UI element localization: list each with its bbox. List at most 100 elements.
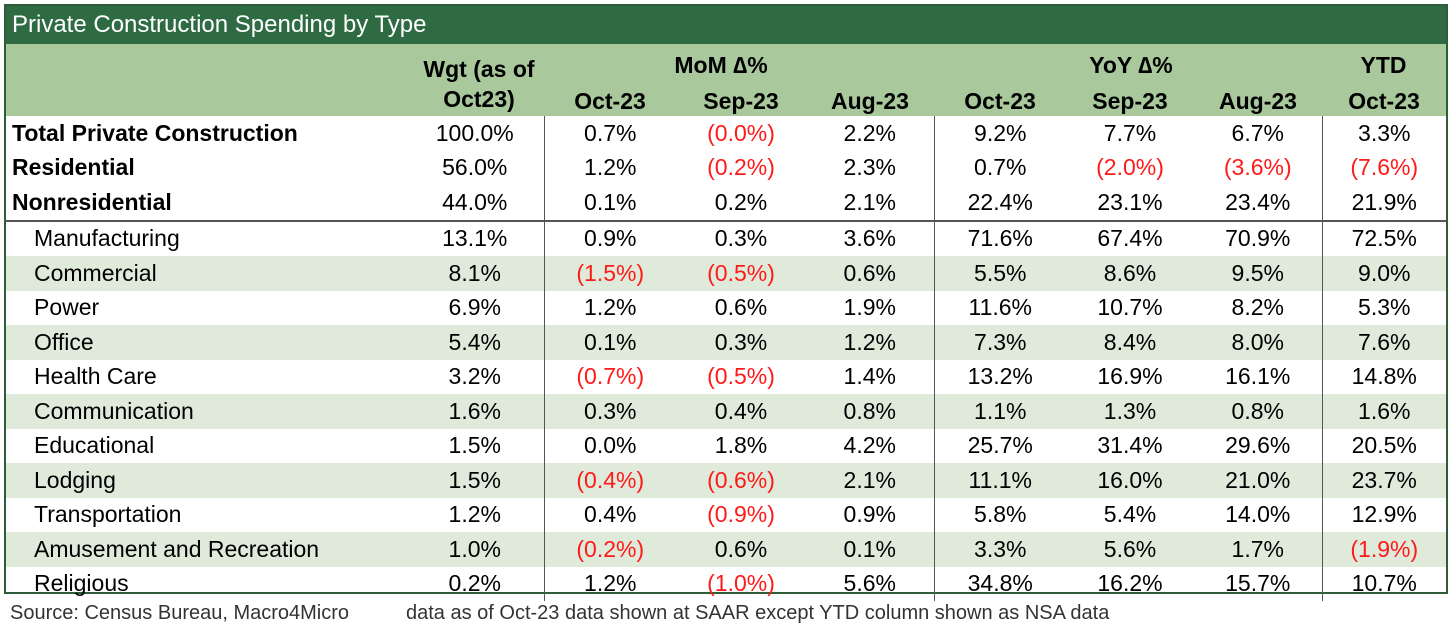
row-value: 5.6% — [843, 570, 896, 597]
row-value: (0.5%) — [676, 256, 806, 291]
data-note: data as of Oct-23 data shown at SAAR exc… — [406, 602, 1110, 624]
row-value: 9.2% — [933, 116, 1066, 151]
row-value: 21.0% — [1194, 463, 1322, 498]
table-row: Residential 56.0% 1.2% (0.2%) 2.3% 0.7% (2.0%)… — [6, 150, 1446, 185]
row-value: 0.2% — [448, 570, 501, 597]
row-value: 5.4% — [406, 325, 544, 360]
row-value: 20.5% — [1321, 428, 1446, 463]
row-value: 10.7% — [1321, 566, 1446, 601]
col-header: Sep-23 — [703, 88, 779, 114]
row-value: (0.2%) — [543, 532, 676, 567]
row-value: 15.7% — [1225, 570, 1291, 597]
row-value: 0.7% — [543, 116, 676, 151]
col-header: Aug-23 — [831, 88, 909, 114]
row-value: 1.2% — [543, 566, 676, 601]
row-value: 7.6% — [1321, 325, 1446, 360]
row-value: (0.6%) — [676, 463, 806, 498]
row-value: 3.3% — [933, 532, 1066, 567]
row-value: 5.8% — [933, 497, 1066, 532]
row-value: 0.4% — [543, 497, 676, 532]
row-value: 23.7% — [1321, 463, 1446, 498]
row-label: Health Care — [34, 363, 157, 390]
row-value: 1.2% — [448, 501, 501, 528]
row-value: 8.0% — [1194, 325, 1322, 360]
row-value: 3.3% — [1321, 116, 1446, 151]
row-value: 8.6% — [1066, 256, 1194, 291]
row-value: 14.8% — [1321, 359, 1446, 394]
row-value: 0.2% — [714, 188, 768, 215]
row-value: 16.0% — [1066, 463, 1194, 498]
col-header: Sep-23 — [1092, 88, 1168, 114]
row-value: 3.2% — [448, 363, 501, 390]
row-value: 0.0% — [543, 428, 676, 463]
row-value: 0.1% — [806, 532, 934, 567]
row-value: 71.6% — [933, 219, 1066, 256]
col-header: Aug-23 — [1219, 88, 1297, 114]
row-value: 2.1% — [843, 188, 896, 215]
row-value: 72.5% — [1321, 219, 1446, 256]
table-body: Total Private Construction 100.0% 0.7% (0.0… — [6, 116, 1446, 601]
row-value: 3.6% — [806, 219, 934, 256]
row-value: 8.1% — [406, 256, 544, 291]
row-value: (0.7%) — [543, 359, 676, 394]
row-label: Nonresidential — [12, 188, 172, 215]
row-value: 21.9% — [1321, 185, 1446, 221]
row-value: 0.8% — [806, 394, 934, 429]
row-value: 2.2% — [843, 119, 896, 146]
row-value: 22.4% — [933, 185, 1066, 221]
table-row: Health Care 3.2% (0.7%) (0.5%) 1.4% 13.2% 16.9… — [6, 359, 1446, 394]
row-value: 6.9% — [448, 294, 501, 321]
row-value: 5.6% — [1066, 532, 1194, 567]
row-value: 5.3% — [1321, 290, 1446, 325]
ytd-group-header: YTD — [1360, 52, 1407, 78]
row-value: 14.0% — [1225, 501, 1291, 528]
row-value: 8.4% — [1066, 325, 1194, 360]
row-value: (1.0%) — [707, 570, 775, 597]
col-header: Oct-23 — [574, 88, 646, 114]
mom-group-header: MoM ∆% — [674, 52, 768, 78]
row-label: Amusement and Recreation — [6, 532, 406, 567]
row-value: 44.0% — [442, 188, 508, 215]
table-row: Power 6.9% 1.2% 0.6% 1.9% 11.6% 10.7% 8.2% 5.3% — [6, 290, 1446, 325]
row-value: 13.1% — [406, 219, 544, 256]
table-row: Educational 1.5% 0.0% 1.8% 4.2% 25.7% 31.4% 29.… — [6, 428, 1446, 463]
row-value: 9.5% — [1194, 256, 1322, 291]
row-value: 7.3% — [933, 325, 1066, 360]
row-value: 11.1% — [933, 463, 1066, 498]
table-row: Manufacturing 13.1% 0.9% 0.3% 3.6% 71.6% 67.4%… — [6, 219, 1446, 256]
row-value: 0.9% — [843, 501, 896, 528]
row-value: 4.2% — [843, 432, 896, 459]
row-value: 11.6% — [933, 290, 1066, 325]
row-value: (3.6%) — [1223, 154, 1292, 181]
table-row: Religious 0.2% 1.2% (1.0%) 5.6% 34.8% 16.2% 15.… — [6, 566, 1446, 601]
table-row: Commercial 8.1% (1.5%) (0.5%) 0.6% 5.5% 8.6% 9.… — [6, 256, 1446, 291]
row-label: Residential — [12, 154, 135, 181]
row-value: 1.5% — [406, 463, 544, 498]
row-value: 1.2% — [543, 290, 676, 325]
row-value: 67.4% — [1066, 219, 1194, 256]
row-value: 0.6% — [806, 256, 934, 291]
row-label: Communication — [6, 394, 406, 429]
row-label: Commercial — [6, 256, 406, 291]
row-label: Power — [34, 294, 100, 321]
col-header: Oct-23 — [1348, 88, 1420, 114]
row-label: Office — [6, 325, 406, 360]
row-value: 31.4% — [1097, 432, 1163, 459]
row-value: 9.0% — [1321, 256, 1446, 291]
weight-header-line1: Wgt (as of — [423, 56, 535, 82]
row-label: Religious — [34, 570, 129, 597]
row-value: 0.1% — [543, 185, 676, 221]
row-value: 29.6% — [1225, 432, 1291, 459]
row-label: Lodging — [6, 463, 406, 498]
row-value: 1.1% — [933, 394, 1066, 429]
row-value: 7.7% — [1103, 119, 1157, 146]
table-row: Communication 1.6% 0.3% 0.4% 0.8% 1.1% 1.3% 0.8… — [6, 394, 1446, 429]
row-value: 100.0% — [435, 119, 514, 146]
row-value: 5.5% — [933, 256, 1066, 291]
row-value: 1.6% — [406, 394, 544, 429]
row-value: (0.5%) — [707, 363, 775, 390]
data-table: Total Private Construction 100.0% 0.7% (0.0… — [6, 116, 1446, 601]
row-value: 2.3% — [843, 154, 896, 181]
row-value: 0.8% — [1194, 394, 1322, 429]
row-value: (0.9%) — [707, 501, 775, 528]
